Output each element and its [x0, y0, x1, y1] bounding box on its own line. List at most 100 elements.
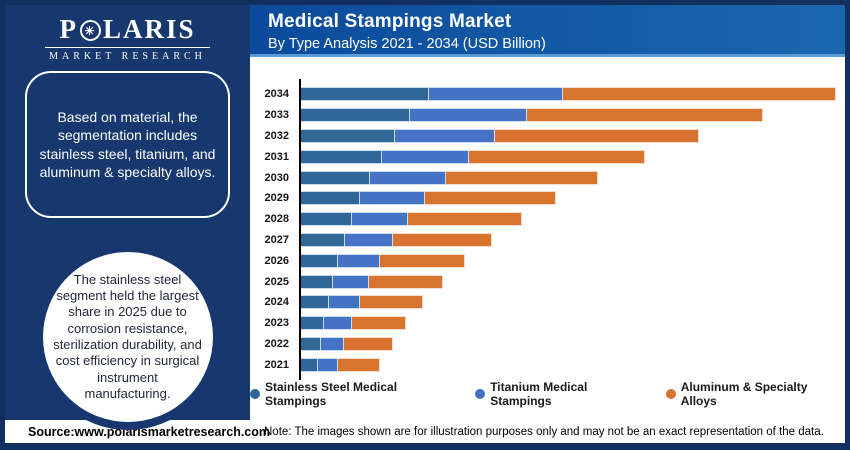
- chart-header: Medical Stampings Market By Type Analysi…: [250, 5, 845, 57]
- bar-segment: [351, 316, 407, 331]
- year-tick-label: 2021: [264, 358, 289, 371]
- year-tick-label: 2030: [264, 171, 289, 184]
- year-tick-label: 2027: [264, 233, 289, 246]
- bar-segment: [469, 149, 646, 164]
- bar-segment: [381, 149, 470, 164]
- year-tick-label: 2033: [264, 109, 289, 122]
- bar-segment: [299, 170, 371, 185]
- bar-segment: [345, 232, 394, 247]
- chart-row-2024: 2024: [258, 292, 845, 313]
- polaris-logo: P ✳ LARIS MARKET RESEARCH: [5, 14, 250, 64]
- note-text: Note: The images shown are for illustrat…: [264, 425, 824, 438]
- stacked-bar-2021: [299, 357, 380, 372]
- year-tick-label: 2026: [264, 254, 289, 267]
- chart-row-2023: 2023: [258, 313, 845, 334]
- year-tick-label: 2029: [264, 192, 289, 205]
- bar-segment: [369, 274, 444, 289]
- bar-segment: [338, 357, 380, 372]
- source-text: Source:www.polarismarketresearch.com: [28, 424, 270, 439]
- chart-row-2027: 2027: [258, 230, 845, 251]
- bar-segment: [299, 108, 410, 123]
- bar-segment: [299, 253, 339, 268]
- bar-segment: [338, 253, 380, 268]
- segmentation-callout-box: Based on material, the segmentation incl…: [25, 71, 230, 218]
- footer-strip: Source:www.polarismarketresearch.com Not…: [5, 420, 845, 443]
- legend-dot-icon: [250, 389, 260, 399]
- bar-segment: [299, 149, 382, 164]
- bar-segment: [299, 274, 333, 289]
- y-axis-line: [299, 79, 301, 381]
- legend-label: Titanium Medical Stampings: [490, 380, 588, 408]
- bar-segment: [495, 128, 699, 143]
- year-tick-label: 2023: [264, 317, 289, 330]
- stacked-bar-2034: [299, 87, 836, 102]
- legend-dot-icon: [475, 389, 486, 399]
- bar-segment: [370, 170, 446, 185]
- bar-segment: [299, 336, 321, 351]
- chart-row-2032: 2032: [258, 126, 845, 147]
- legend-label: Stainless Steel Medical Stampings: [265, 380, 398, 408]
- stacked-bar-2026: [299, 253, 466, 268]
- bar-segment: [299, 212, 352, 227]
- stacked-bar-2024: [299, 295, 424, 310]
- inner-panel: P ✳ LARIS MARKET RESEARCH Based on materia…: [5, 5, 845, 443]
- stacked-bar-chart: 2034 2033 2032 2031 2030 2029 2028 2027 2026 2025…: [250, 57, 845, 420]
- insight-callout-text: The stainless steel segment held the lar…: [53, 271, 202, 402]
- year-tick-label: 2031: [264, 150, 289, 163]
- chart-row-2021: 2021: [258, 354, 845, 375]
- stacked-bar-2023: [299, 316, 407, 331]
- legend-dot-icon: [665, 389, 676, 399]
- bar-segment: [299, 295, 330, 310]
- legend-item: Stainless Steel Medical Stampings: [250, 380, 460, 408]
- legend-item: Aluminum & Specialty Alloys: [665, 380, 845, 408]
- chart-row-2033: 2033: [258, 105, 845, 126]
- bar-segment: [394, 128, 496, 143]
- segmentation-callout-text: Based on material, the segmentation incl…: [39, 108, 216, 180]
- chart-row-2025: 2025: [258, 271, 845, 292]
- year-tick-label: 2025: [264, 275, 289, 288]
- year-tick-label: 2022: [264, 337, 289, 350]
- bar-segment: [344, 336, 393, 351]
- stacked-bar-2027: [299, 232, 492, 247]
- year-tick-label: 2034: [264, 88, 289, 101]
- bar-segment: [562, 87, 836, 102]
- legend-label: Aluminum & Specialty Alloys: [680, 380, 808, 408]
- bar-segment: [318, 357, 339, 372]
- content-column: Medical Stampings Market By Type Analysi…: [250, 5, 845, 420]
- page-title: Medical Stampings Market: [268, 11, 512, 32]
- logo-wordmark: P ✳ LARIS: [59, 14, 195, 45]
- bar-segment: [351, 212, 409, 227]
- bar-segment: [299, 87, 429, 102]
- legend-item: Titanium Medical Stampings: [475, 380, 651, 408]
- bar-segment: [445, 170, 598, 185]
- sidebar: P ✳ LARIS MARKET RESEARCH Based on materia…: [5, 5, 250, 430]
- stacked-bar-2022: [299, 336, 393, 351]
- page-subtitle: By Type Analysis 2021 - 2034 (USD Billio…: [268, 36, 546, 52]
- chart-row-2026: 2026: [258, 250, 845, 271]
- bar-segment: [324, 316, 352, 331]
- year-tick-label: 2024: [264, 296, 289, 309]
- bar-segment: [409, 108, 528, 123]
- bar-segment: [299, 128, 395, 143]
- chart-row-2028: 2028: [258, 209, 845, 230]
- stacked-bar-2032: [299, 128, 699, 143]
- stacked-bar-2033: [299, 108, 763, 123]
- year-tick-label: 2032: [264, 129, 289, 142]
- bar-segment: [408, 212, 523, 227]
- insight-callout-circle: The stainless steel segment held the lar…: [34, 244, 221, 430]
- logo-letters-laris: LARIS: [102, 14, 196, 44]
- logo-letter-p: P: [59, 14, 78, 44]
- bar-segment: [329, 295, 361, 310]
- stacked-bar-2030: [299, 170, 598, 185]
- main-row: P ✳ LARIS MARKET RESEARCH Based on materia…: [5, 5, 845, 430]
- bar-segment: [299, 191, 361, 206]
- bar-segment: [379, 253, 466, 268]
- bar-segment: [360, 295, 424, 310]
- bar-segment: [428, 87, 563, 102]
- year-tick-label: 2028: [264, 213, 289, 226]
- chart-row-2029: 2029: [258, 188, 845, 209]
- bar-segment: [299, 316, 325, 331]
- chart-row-2034: 2034: [258, 84, 845, 105]
- bar-segment: [425, 191, 557, 206]
